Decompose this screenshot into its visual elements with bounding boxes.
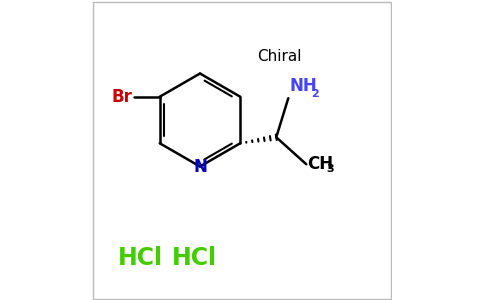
Text: HCl: HCl	[171, 246, 216, 270]
Text: Chiral: Chiral	[257, 49, 302, 64]
Text: N: N	[193, 158, 207, 175]
Text: HCl: HCl	[118, 246, 163, 270]
Text: 3: 3	[327, 164, 334, 174]
Text: NH: NH	[290, 77, 318, 95]
Text: Br: Br	[112, 88, 133, 106]
Text: CH: CH	[307, 155, 333, 173]
Text: 2: 2	[311, 89, 318, 100]
